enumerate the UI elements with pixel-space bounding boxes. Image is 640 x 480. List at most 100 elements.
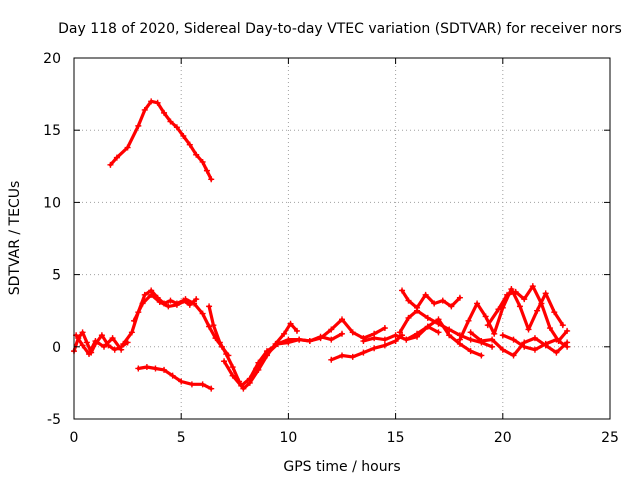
data-point: [392, 332, 399, 339]
series-arc-13: [400, 288, 462, 310]
data-point: [229, 364, 236, 371]
data-point: [489, 343, 496, 350]
data-point: [564, 327, 571, 334]
data-point: [182, 296, 189, 303]
data-point: [414, 333, 421, 340]
data-point: [529, 283, 536, 290]
data-point: [83, 339, 90, 346]
data-point: [98, 332, 105, 339]
data-point: [221, 358, 228, 365]
data-point: [499, 346, 506, 353]
data-point: [495, 306, 502, 313]
data-point: [274, 340, 281, 347]
data-point: [381, 342, 388, 349]
data-point: [124, 144, 131, 151]
data-point: [107, 161, 114, 168]
data-point: [111, 346, 118, 353]
data-point: [141, 291, 148, 298]
data-point: [253, 365, 260, 372]
x-tick-label: 5: [177, 430, 186, 446]
data-point: [478, 352, 485, 359]
data-point: [538, 300, 545, 307]
data-point: [371, 335, 378, 342]
series-arc-9: [136, 365, 213, 391]
series-arc-15: [404, 317, 483, 358]
data-point: [285, 336, 292, 343]
data-point: [534, 307, 541, 314]
data-point: [467, 329, 474, 336]
x-tick-label: 25: [601, 430, 619, 446]
data-point: [448, 303, 455, 310]
data-point: [516, 303, 523, 310]
data-point: [167, 297, 174, 304]
data-point: [293, 327, 300, 334]
y-tick-label: -5: [47, 412, 61, 428]
series-arc-1: [108, 99, 213, 181]
data-point: [371, 345, 378, 352]
data-point: [86, 351, 93, 358]
x-tick-label: 0: [70, 430, 79, 446]
series-arc-16: [458, 287, 565, 342]
data-point: [414, 307, 421, 314]
data-point: [169, 372, 176, 379]
series-arc-7: [207, 304, 299, 391]
data-point: [118, 346, 125, 353]
data-point: [424, 314, 431, 321]
data-point: [191, 300, 198, 307]
data-point: [349, 329, 356, 336]
data-point: [208, 385, 215, 392]
data-point: [79, 329, 86, 336]
data-point: [521, 296, 528, 303]
y-axis-label: SDTVAR / TECUs: [7, 181, 23, 296]
data-point: [296, 336, 303, 343]
data-point: [339, 330, 345, 337]
data-point: [167, 118, 174, 125]
data-point: [521, 343, 528, 350]
data-point: [551, 309, 558, 316]
grid-lines: [74, 58, 610, 419]
data-point: [381, 325, 388, 332]
data-point: [128, 329, 135, 336]
data-point: [287, 320, 294, 327]
data-point: [381, 336, 388, 343]
data-point: [484, 322, 491, 329]
data-point: [531, 346, 538, 353]
data-point: [392, 338, 399, 345]
data-point: [564, 343, 571, 350]
data-point: [206, 323, 213, 330]
data-point: [467, 336, 474, 343]
data-point: [113, 154, 120, 161]
data-point: [349, 353, 356, 360]
data-point: [199, 158, 206, 165]
data-series: [71, 98, 571, 392]
data-point: [435, 329, 442, 336]
data-point: [360, 338, 367, 345]
axis-ticks: 0 5 10 15 20 25 -5 0 5 10 15 20: [43, 51, 619, 446]
data-point: [131, 317, 138, 324]
x-tick-label: 10: [279, 430, 297, 446]
data-point: [396, 329, 403, 336]
data-point: [246, 375, 253, 382]
data-point: [79, 342, 86, 349]
data-point: [109, 335, 116, 342]
chart-title: Day 118 of 2020, Sidereal Day-to-day VTE…: [58, 21, 622, 37]
data-point: [559, 322, 566, 329]
data-point: [193, 151, 200, 158]
data-point: [281, 330, 288, 337]
data-point: [148, 291, 155, 298]
plot-frame: [73, 57, 611, 420]
data-point: [405, 297, 412, 304]
data-point: [424, 323, 431, 330]
data-point: [446, 332, 453, 339]
x-axis-label: GPS time / hours: [283, 459, 400, 475]
data-point: [173, 301, 180, 308]
y-tick-label: 10: [43, 195, 61, 211]
data-point: [508, 286, 515, 293]
data-point: [229, 372, 236, 379]
data-point: [555, 338, 562, 345]
data-point: [263, 351, 270, 358]
data-point: [188, 381, 195, 388]
data-point: [92, 338, 99, 345]
data-point: [328, 326, 335, 333]
